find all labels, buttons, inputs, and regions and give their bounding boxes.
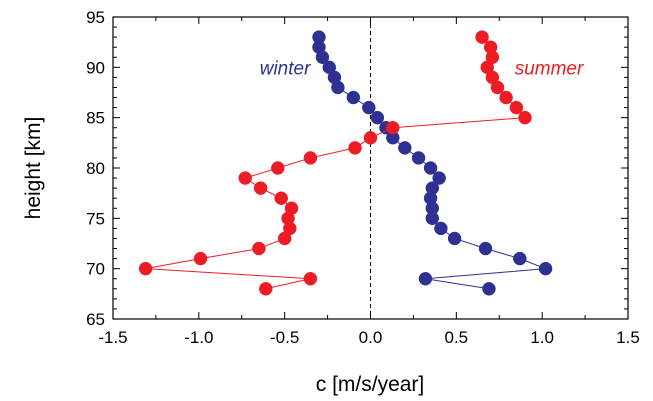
y-axis-label: height [km] <box>22 117 45 220</box>
annotation-summer: summer <box>515 58 584 79</box>
data-point-summer <box>259 282 273 296</box>
y-tick-label: 65 <box>86 310 105 329</box>
annotation-winter: winter <box>260 58 311 79</box>
data-point-summer <box>274 191 288 205</box>
series-layer <box>138 30 553 296</box>
data-point-winter <box>478 241 493 256</box>
data-point-summer <box>252 241 266 256</box>
annotations: winter summer <box>260 58 584 79</box>
y-tick-label: 70 <box>86 260 105 279</box>
x-tick-label: 0.5 <box>445 328 469 347</box>
data-point-winter <box>411 151 426 165</box>
data-point-summer <box>363 131 378 145</box>
data-point-summer <box>518 110 532 125</box>
y-tick-label: 90 <box>86 58 105 77</box>
data-point-winter <box>425 181 440 195</box>
x-tick-label: 1.5 <box>616 328 640 347</box>
data-point-summer <box>475 30 489 44</box>
y-tick-label: 80 <box>86 159 105 178</box>
data-point-winter <box>346 90 361 105</box>
data-point-summer <box>348 141 362 155</box>
data-point-winter <box>482 282 496 296</box>
y-tick-label: 95 <box>86 8 105 27</box>
y-tick-label: 75 <box>86 209 105 228</box>
x-axis-label: c [m/s/year] <box>316 373 425 396</box>
series-winter <box>312 30 553 296</box>
x-tick-label: -1.0 <box>184 328 213 347</box>
data-point-summer <box>253 181 268 195</box>
data-point-winter <box>447 231 462 246</box>
series-summer <box>138 30 532 296</box>
y-tick-label: 85 <box>86 109 105 128</box>
x-tick-label: -0.5 <box>270 328 299 347</box>
x-tick-label: 0.0 <box>359 328 383 347</box>
ticks <box>112 16 629 320</box>
x-tick-label: -1.5 <box>98 328 127 347</box>
data-point-winter <box>322 60 337 75</box>
data-point-summer <box>303 271 318 286</box>
data-point-winter <box>418 271 433 286</box>
x-tick-label: 1.0 <box>530 328 554 347</box>
data-point-winter <box>513 251 527 266</box>
data-point-summer <box>386 120 400 135</box>
data-point-winter <box>370 110 385 125</box>
data-point-summer <box>271 161 285 175</box>
data-point-summer <box>483 40 498 54</box>
tick-labels: -1.5 -1.0 -0.5 0.0 0.5 1.0 1.5 65 70 75 80 85 90 95 <box>86 8 640 347</box>
data-point-summer <box>509 100 524 115</box>
data-point-winter <box>362 100 376 115</box>
data-point-winter <box>398 141 412 155</box>
data-point-winter <box>312 30 326 44</box>
data-point-winter <box>423 161 438 175</box>
data-point-summer <box>238 171 252 185</box>
data-point-summer <box>303 151 318 165</box>
data-point-winter <box>434 221 448 236</box>
data-point-summer <box>193 251 208 266</box>
data-point-summer <box>138 261 153 276</box>
data-point-winter <box>538 261 553 276</box>
data-point-summer <box>499 90 513 105</box>
data-point-winter <box>432 171 446 185</box>
data-point-summer <box>284 201 299 216</box>
